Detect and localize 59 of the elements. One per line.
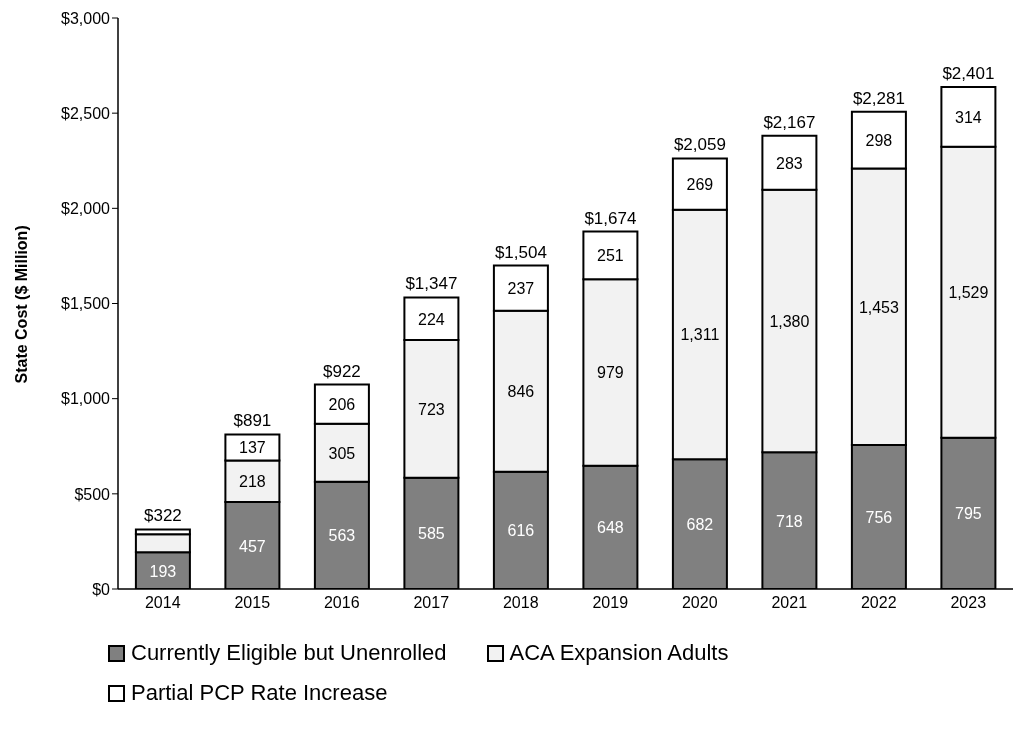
legend-label: Partial PCP Rate Increase <box>131 679 388 707</box>
data-label: 682 <box>686 516 714 534</box>
data-label: 718 <box>776 512 803 530</box>
data-label: 193 <box>149 562 177 580</box>
annotation: $891 <box>233 411 272 431</box>
data-label: 298 <box>865 132 893 150</box>
data-label: 723 <box>418 400 445 418</box>
data-label: 1,311 <box>680 326 720 344</box>
x-tick-label: 2020 <box>681 594 718 612</box>
data-label: 1,529 <box>948 284 989 302</box>
data-label: 251 <box>597 247 624 265</box>
x-tick-label: 2022 <box>860 594 897 612</box>
y-tick-label: $3,000 <box>61 9 111 27</box>
x-tick-label: 2019 <box>592 594 629 612</box>
annotation: $2,401 <box>942 63 995 83</box>
data-label: 616 <box>507 522 535 540</box>
x-tick-label: 2014 <box>144 594 181 612</box>
data-label: 283 <box>776 154 803 172</box>
data-label: 979 <box>597 364 624 382</box>
data-label: 305 <box>328 444 356 462</box>
y-tick-label: $500 <box>74 485 111 503</box>
data-label: 237 <box>507 280 535 298</box>
data-label: 585 <box>418 525 445 543</box>
x-tick-label: 2015 <box>234 594 271 612</box>
data-label: 269 <box>686 176 714 194</box>
data-label: 224 <box>418 310 445 328</box>
data-label: 563 <box>328 527 356 545</box>
annotation: $1,504 <box>494 242 547 262</box>
annotation: $922 <box>322 361 361 381</box>
legend-label: Currently Eligible but Unenrolled <box>131 639 447 667</box>
data-label: 846 <box>507 383 535 401</box>
annotation: $2,167 <box>763 112 816 132</box>
annotation: $322 <box>143 506 182 526</box>
y-axis-title: State Cost ($ Million) <box>12 225 30 384</box>
data-label: 218 <box>239 473 266 491</box>
data-label: 756 <box>865 509 893 527</box>
x-tick-label: 2016 <box>323 594 360 612</box>
annotation: $2,059 <box>673 135 726 155</box>
data-label: 137 <box>239 439 266 457</box>
x-tick-label: 2018 <box>502 594 539 612</box>
data-label: 457 <box>239 537 266 555</box>
y-tick-label: $2,000 <box>61 200 111 218</box>
data-label: 1,380 <box>769 313 810 331</box>
x-tick-label: 2017 <box>413 594 450 612</box>
data-label: 314 <box>955 108 982 126</box>
y-tick-label: $1,000 <box>61 390 111 408</box>
y-tick-label: $0 <box>92 580 111 598</box>
data-label: 648 <box>597 519 624 537</box>
x-tick-label: 2023 <box>950 594 987 612</box>
data-label: 206 <box>328 396 356 414</box>
y-tick-label: $1,500 <box>61 295 111 313</box>
data-label: 1,453 <box>858 298 900 316</box>
y-tick-label: $2,500 <box>61 104 111 122</box>
legend-label: ACA Expansion Adults <box>509 639 729 667</box>
annotation: $2,281 <box>852 88 905 108</box>
annotation: $1,347 <box>405 274 458 294</box>
data-label: 795 <box>955 505 982 523</box>
x-tick-label: 2021 <box>771 594 808 612</box>
annotation: $1,674 <box>584 208 637 228</box>
